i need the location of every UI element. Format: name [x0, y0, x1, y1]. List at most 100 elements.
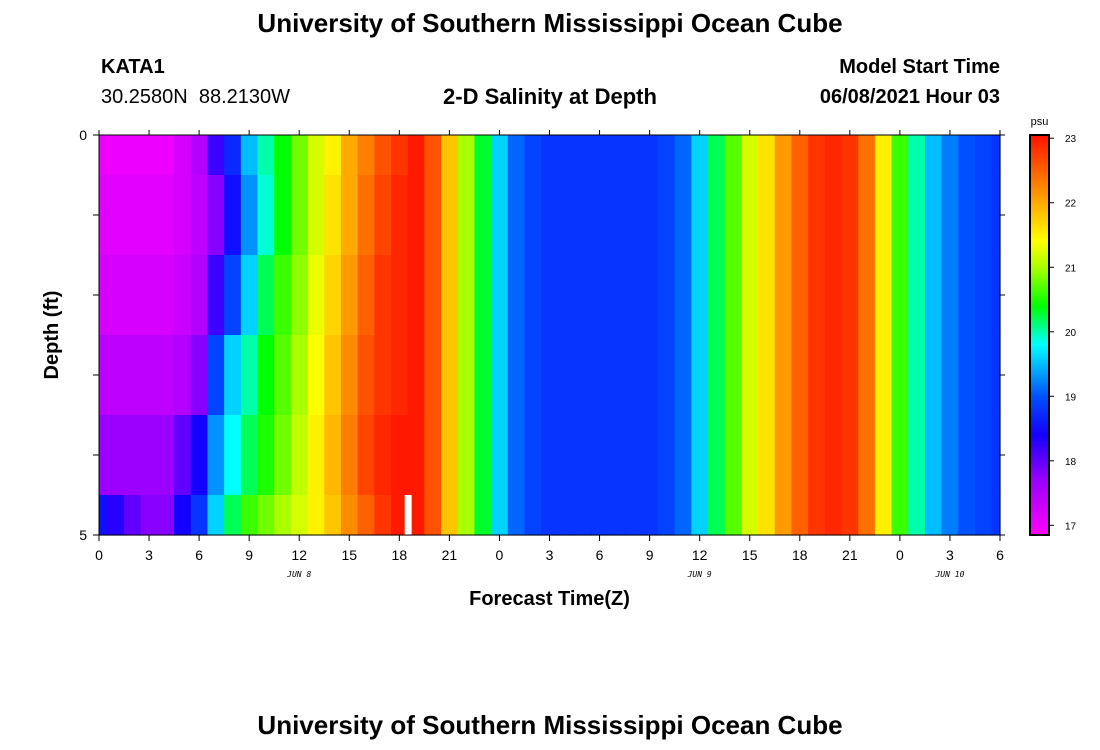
heatmap-cell	[424, 175, 442, 256]
heatmap-cell	[491, 335, 509, 416]
heatmap-cell	[874, 335, 893, 416]
y-tick-label: 5	[79, 527, 87, 543]
heatmap-cell	[941, 175, 959, 256]
heatmap-cell	[457, 255, 476, 336]
colorbar-tick-label: 22	[1065, 199, 1077, 210]
heatmap-cell	[741, 255, 759, 336]
heatmap-cell	[691, 335, 709, 416]
heatmap-cell	[691, 135, 709, 176]
heatmap-cell	[724, 495, 742, 536]
heatmap-cell	[908, 255, 926, 336]
heatmap-cell	[157, 255, 175, 336]
colorbar-tick-label: 18	[1065, 457, 1077, 468]
colorbar-tick-label: 20	[1065, 328, 1077, 339]
heatmap-cell	[924, 335, 943, 416]
heatmap-cell	[724, 175, 742, 256]
heatmap-cell	[858, 135, 876, 176]
heatmap-cell	[457, 495, 476, 536]
heatmap-cell	[824, 495, 843, 536]
heatmap-cell	[240, 415, 259, 496]
heatmap-cell	[774, 495, 793, 536]
heatmap-cell	[958, 175, 976, 256]
heatmap-cell	[407, 255, 425, 336]
heatmap-cell	[758, 495, 776, 536]
heatmap-cell	[991, 255, 1001, 336]
heatmap-cell	[974, 175, 993, 256]
x-tick-label: 21	[842, 547, 858, 563]
heatmap-cell	[224, 135, 242, 176]
heatmap-cell	[924, 415, 943, 496]
heatmap-cell	[174, 135, 192, 176]
heatmap-cell	[991, 175, 1001, 256]
heatmap-cell	[307, 135, 325, 176]
heatmap-cell	[574, 335, 592, 416]
heatmap-cell	[607, 135, 626, 176]
heatmap-cell	[674, 175, 692, 256]
heatmap-cell	[324, 175, 342, 256]
heatmap-cell	[891, 175, 909, 256]
heatmap-cell	[657, 135, 676, 176]
heatmap-cell	[808, 495, 826, 536]
heatmap-cell	[491, 175, 509, 256]
x-tick-label: 9	[245, 547, 253, 563]
x-tick-label: 12	[692, 547, 708, 563]
heatmap-cell	[574, 135, 592, 176]
heatmap-cell	[307, 335, 325, 416]
heatmap-cell	[624, 135, 642, 176]
heatmap-cell	[224, 495, 242, 536]
heatmap-cell	[290, 495, 309, 536]
date-label: JUN 10	[934, 570, 964, 579]
heatmap-cell	[708, 255, 726, 336]
x-tick-label: 12	[291, 547, 307, 563]
heatmap-cell	[908, 175, 926, 256]
heatmap-cell	[374, 175, 392, 256]
heatmap-cell	[107, 175, 125, 256]
heatmap-cell	[691, 495, 709, 536]
heatmap-cell	[841, 495, 859, 536]
colorbar-unit: psu	[1031, 116, 1049, 128]
heatmap-cell	[774, 335, 793, 416]
heatmap-cell	[340, 415, 359, 496]
x-tick-label: 0	[896, 547, 904, 563]
heatmap-cell	[174, 175, 192, 256]
heatmap-cell	[190, 415, 209, 496]
heatmap-cell	[808, 335, 826, 416]
heatmap-cell	[524, 495, 542, 536]
page-title: University of Southern Mississippi Ocean…	[257, 8, 843, 38]
heatmap-cell	[107, 415, 125, 496]
heatmap-cell	[274, 135, 292, 176]
heatmap-cell	[174, 335, 192, 416]
y-axis-label: Depth (ft)	[41, 291, 63, 380]
heatmap-cell	[674, 255, 692, 336]
heatmap-cell	[891, 135, 909, 176]
heatmap-cell	[874, 415, 893, 496]
heatmap-cell	[99, 135, 108, 176]
heatmap-cell	[374, 495, 392, 536]
heatmap-cell	[841, 335, 859, 416]
heatmap-cell	[741, 335, 759, 416]
station-coordinates: 30.2580N 88.2130W	[101, 86, 291, 108]
heatmap-cell	[824, 175, 843, 256]
heatmap-cell	[591, 175, 609, 256]
heatmap-cell	[624, 255, 642, 336]
heatmap-cell	[157, 135, 175, 176]
heatmap-cell	[357, 135, 375, 176]
heatmap-cell	[858, 495, 876, 536]
heatmap-cell	[340, 255, 359, 336]
heatmap-cell	[407, 135, 425, 176]
heatmap-cell	[708, 335, 726, 416]
heatmap-cell	[507, 415, 526, 496]
heatmap-cell	[474, 135, 492, 176]
heatmap-cell	[99, 255, 108, 336]
heatmap-cell	[174, 495, 192, 536]
heatmap-cell	[99, 495, 108, 536]
heatmap-cell	[491, 495, 509, 536]
heatmap-cell	[974, 335, 993, 416]
heatmap-cell	[624, 175, 642, 256]
heatmap-cell	[808, 175, 826, 256]
heatmap-cell	[124, 335, 142, 416]
heatmap-cell	[657, 255, 676, 336]
heatmap-cell	[691, 175, 709, 256]
heatmap-cell	[240, 255, 259, 336]
heatmap-cell	[824, 255, 843, 336]
